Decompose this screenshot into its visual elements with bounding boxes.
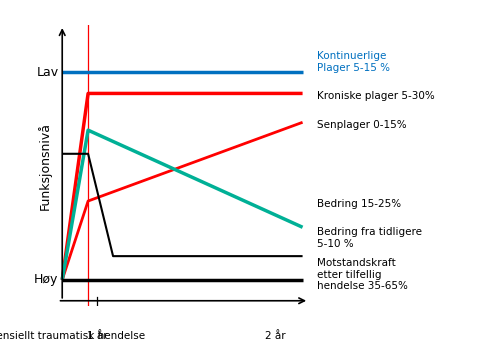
Text: Kontinuerlige
Plager 5-15 %: Kontinuerlige Plager 5-15 % — [317, 51, 390, 73]
Text: Lav: Lav — [36, 66, 59, 79]
Text: Høy: Høy — [34, 273, 59, 286]
Text: 2 år: 2 år — [264, 331, 285, 341]
Text: Potensiellt traumatisk hendelse: Potensiellt traumatisk hendelse — [0, 331, 145, 341]
Text: 1 år: 1 år — [87, 331, 108, 341]
Text: Motstandskraft
etter tilfellig
hendelse 35-65%: Motstandskraft etter tilfellig hendelse … — [317, 258, 408, 291]
Text: Bedring fra tidligere
5-10 %: Bedring fra tidligere 5-10 % — [317, 227, 422, 248]
Text: Kroniske plager 5-30%: Kroniske plager 5-30% — [317, 91, 434, 101]
Text: Bedring 15-25%: Bedring 15-25% — [317, 199, 401, 209]
Text: Senplager 0-15%: Senplager 0-15% — [317, 120, 407, 130]
Y-axis label: Funksjonsnivå: Funksjonsnivå — [38, 122, 52, 210]
